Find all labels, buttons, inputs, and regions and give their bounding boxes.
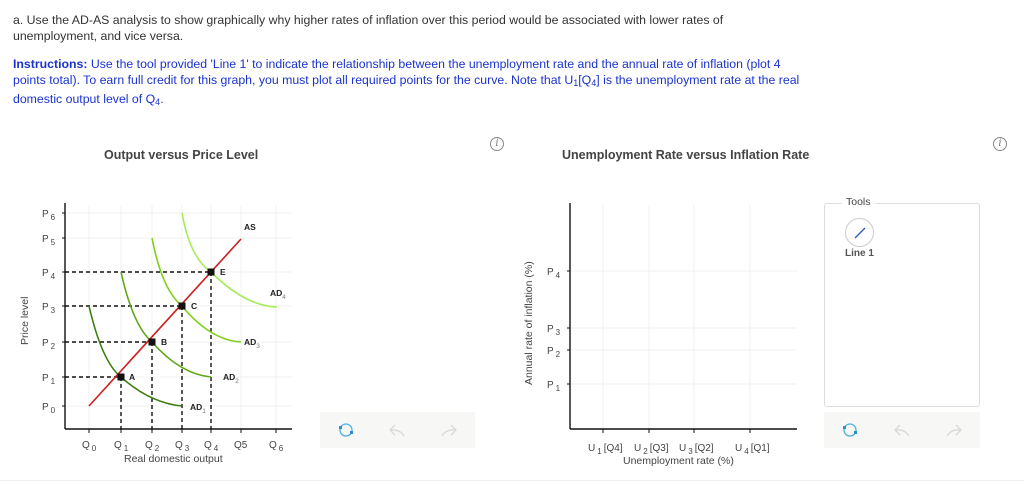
left-graph-controls (320, 412, 475, 448)
svg-text:P4: P4 (547, 267, 561, 280)
line-1-tool-button[interactable] (845, 218, 874, 247)
ad3-label: AD3 (244, 337, 260, 350)
left-axes (64, 203, 292, 430)
svg-text:P1: P1 (42, 373, 56, 386)
svg-text:Q6: Q6 (269, 440, 284, 453)
ad4-label: AD4 (270, 288, 286, 301)
svg-text:U3[Q2]: U 3 [Q2] (679, 443, 714, 456)
right-chart-info-icon[interactable]: i (993, 137, 1007, 151)
as-curve (88, 238, 242, 407)
svg-text:P2: P2 (42, 338, 56, 351)
as-label: AS (244, 222, 256, 232)
svg-text:P4: P4 (42, 268, 56, 281)
right-reset-button[interactable] (839, 419, 861, 441)
svg-text:P3: P3 (547, 324, 561, 337)
undo-icon (389, 424, 406, 437)
right-x-ticks: U 1 [Q4] U 2 [Q3] U 3 [Q2] U 4 [Q1] (588, 429, 770, 456)
dashed-reference-lines (65, 271, 212, 429)
right-undo-button[interactable] (891, 419, 913, 441)
redo-icon (441, 424, 458, 437)
right-y-axis-label: Annual rate of inflation (%) (523, 261, 535, 385)
undo-icon (894, 424, 910, 437)
right-chart-title: Unemployment Rate versus Inflation Rate (562, 148, 810, 162)
svg-text:P2: P2 (547, 346, 561, 359)
ad4-curve (181, 212, 278, 308)
point-c-label: C (191, 301, 197, 311)
left-x-axis-label: Real domestic output (124, 453, 223, 465)
instructions-label: Instructions: (13, 57, 88, 71)
right-x-axis-label: Unemployment rate (%) (623, 455, 734, 467)
tools-panel (824, 203, 980, 407)
svg-text:Q5: Q5 (234, 440, 248, 451)
line-1-tool-label: Line 1 (845, 248, 874, 259)
svg-text:Q3: Q3 (175, 440, 190, 453)
point-b-label: B (161, 337, 167, 347)
left-chart-info-icon[interactable]: i (490, 137, 504, 151)
reset-icon (843, 423, 857, 437)
reset-icon (338, 423, 353, 437)
svg-text:Q2: Q2 (145, 440, 160, 453)
right-redo-button[interactable] (943, 419, 965, 441)
equilibrium-points (117, 268, 215, 381)
svg-text:Q1: Q1 (114, 440, 129, 453)
svg-text:U1[Q4]: U 1 [Q4] (588, 443, 623, 456)
left-chart-title: Output versus Price Level (104, 148, 259, 162)
left-reset-button[interactable] (335, 419, 357, 441)
point-a-label: A (129, 372, 135, 382)
svg-text:Q0: Q0 (82, 440, 97, 453)
ad1-label: AD1 (190, 402, 206, 415)
svg-text:P0: P0 (42, 402, 56, 415)
svg-text:P3: P3 (42, 302, 56, 315)
question-part-a: a. Use the AD-AS analysis to show graphi… (13, 13, 724, 43)
right-chart-plot-area[interactable] (570, 203, 797, 429)
svg-text:P5: P5 (42, 234, 56, 247)
point-e-label: E (220, 267, 226, 277)
ad2-label: AD2 (223, 372, 239, 385)
left-y-axis-label: Price level (19, 297, 31, 345)
svg-text:P6: P6 (42, 209, 56, 222)
right-graph-controls (824, 412, 980, 448)
svg-text:U2[Q3]: U 2 [Q3] (634, 443, 669, 456)
tools-legend: Tools (842, 196, 875, 208)
line-icon (854, 227, 866, 239)
svg-text:U4[Q1]: U 4 [Q1] (735, 443, 770, 456)
left-undo-button[interactable] (386, 419, 408, 441)
redo-icon (946, 424, 962, 437)
left-redo-button[interactable] (438, 419, 460, 441)
instructions: Instructions: Use the tool provided 'Lin… (13, 57, 800, 107)
svg-text:Q4: Q4 (204, 440, 219, 453)
svg-text:P1: P1 (547, 380, 561, 393)
bottom-divider (0, 480, 1024, 481)
